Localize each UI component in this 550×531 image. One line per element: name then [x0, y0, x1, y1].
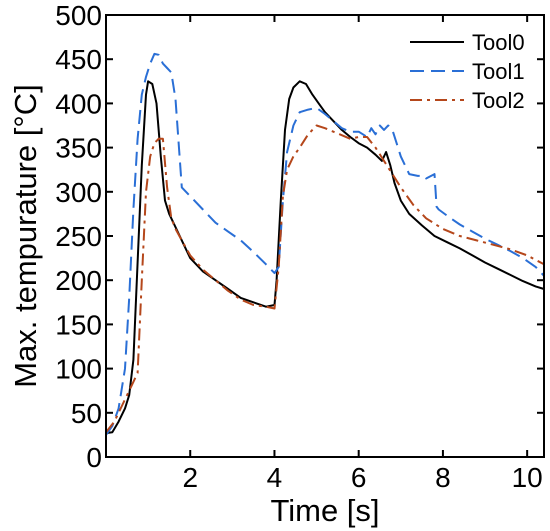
y-axis-label: Max. tempurature [°C] [8, 84, 43, 388]
y-tick-label: 0 [86, 442, 102, 473]
legend-label-tool0: Tool0 [472, 30, 525, 55]
y-tick-label: 400 [55, 88, 102, 119]
y-tick-label: 150 [55, 309, 102, 340]
y-tick-label: 450 [55, 44, 102, 75]
x-axis-label: Time [s] [270, 493, 379, 528]
legend-label-tool2: Tool2 [472, 88, 525, 113]
series-line-tool2 [105, 124, 545, 433]
y-tick-label: 100 [55, 354, 102, 385]
y-tick-label: 250 [55, 221, 102, 252]
x-tick-label: 2 [182, 462, 198, 493]
x-tick-label: 10 [512, 462, 543, 493]
y-tick-label: 50 [71, 398, 102, 429]
y-tick-label: 300 [55, 177, 102, 208]
x-tick-label: 6 [351, 462, 367, 493]
x-tick-label: 4 [267, 462, 283, 493]
series-line-tool0 [105, 80, 545, 435]
series-layer [105, 52, 545, 436]
x-tick-label: 8 [435, 462, 451, 493]
legend-label-tool1: Tool1 [472, 59, 525, 84]
y-tick-label: 200 [55, 265, 102, 296]
series-line-tool1 [105, 52, 545, 436]
y-tick-label: 350 [55, 133, 102, 164]
legend: Tool0 Tool1 Tool2 [410, 30, 525, 113]
y-tick-label: 500 [55, 0, 102, 31]
